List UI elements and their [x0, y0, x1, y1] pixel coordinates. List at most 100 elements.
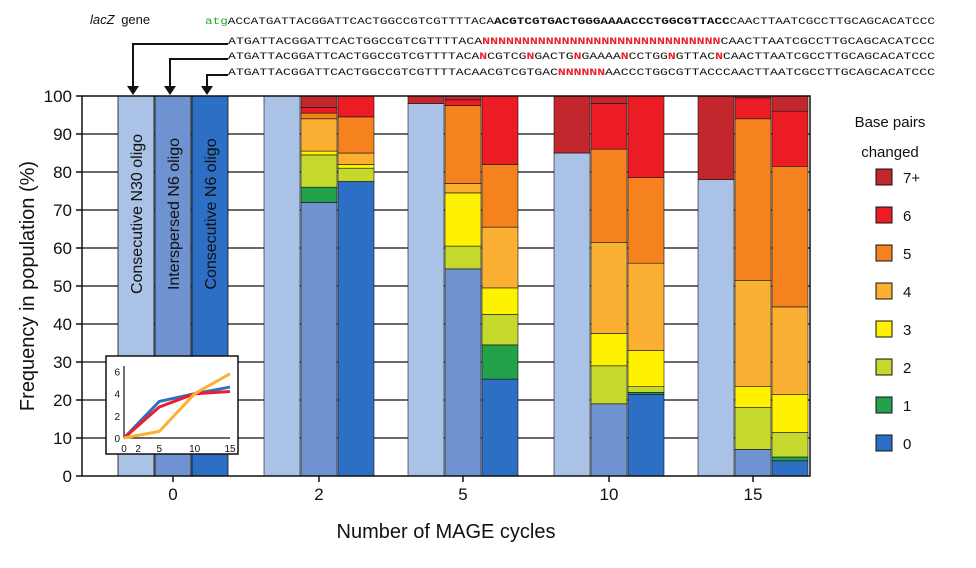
legend-swatch [875, 244, 893, 262]
sequence-segment: N [715, 52, 723, 63]
bar-segment-10-1-0 [590, 403, 628, 477]
oligo-labels: Consecutive N30 oligo Interspersed N6 oli… [129, 134, 220, 294]
y-tick-label: 40 [53, 315, 72, 334]
sequence-segment: CAACTTAATCGCCTTGCAGCACATCCC [723, 52, 935, 63]
inset-series-line-2 [123, 372, 231, 440]
svg-text:lacZ gene: lacZ gene [90, 12, 150, 27]
bar-segment-15-1-0 [734, 449, 772, 477]
gene-label: lacZ [90, 12, 116, 27]
bar-segment-2-2-4 [337, 152, 375, 165]
bar-segment-5-0-0 [407, 103, 445, 477]
bar-segment-10-0-0 [553, 152, 591, 477]
bar-segment-15-2-5 [771, 166, 809, 308]
sequence-segment: GACTG [534, 52, 573, 63]
sequence-segment: ATGATTACGGATTCACTGGCCGTCGTTTTACA [228, 37, 482, 48]
sequence-line: atg ACCATGATTACGGATTCACTGGCCGTCGTTTTACA AC… [205, 17, 935, 28]
sequence-segment: ATGATTACGGATTCACTGGCCGTCGTTTTACA [228, 52, 479, 63]
inset-x-tick-label: 5 [157, 444, 163, 455]
y-tick-label: 70 [53, 201, 72, 220]
legend-label: 5 [903, 246, 911, 263]
y-axis-label: Frequency in population (%) [17, 161, 39, 411]
legend-swatch [875, 434, 893, 452]
sequence-line: ATGATTACGGATTCACTGGCCGTCGTTTTACAACGTCGTG… [228, 68, 935, 79]
bar-segment-5-2-1 [481, 344, 519, 380]
bar-segment-15-0-0 [697, 179, 735, 477]
bar-segment-10-1-4 [590, 242, 628, 334]
sequence-segment: GAAAA [581, 52, 620, 63]
sequence-segment: ACCATGATTACGGATTCACTGGCCGTCGTTTTACA [228, 17, 494, 28]
bar-segment-2-1-2 [300, 154, 338, 188]
bar-segment-10-0-7+ [553, 95, 591, 154]
bar-segment-15-1-4 [734, 279, 772, 387]
inset-x-tick-label: 10 [189, 444, 201, 455]
inset-y-tick-label: 6 [114, 368, 120, 379]
oligo-label: Interspersed N6 oligo [166, 138, 183, 290]
sequence-line: ATGATTACGGATTCACTGGCCGTCGTTTTACA NNNNNNNN… [228, 37, 935, 48]
bar-segment-10-1-6 [590, 103, 628, 150]
x-tick-label: 15 [744, 485, 763, 504]
legend-label: 0 [903, 436, 911, 453]
bar-segment-5-1-3 [444, 192, 482, 247]
inset-x-tick-label: 2 [135, 444, 141, 455]
bar-segment-10-1-2 [590, 365, 628, 405]
sequence-line: ATGATTACGGATTCACTGGCCGTCGTTTTACA N CGTCG N G… [228, 52, 935, 63]
bar-segment-10-2-2 [627, 386, 665, 393]
legend-swatch [875, 396, 893, 414]
bar-segment-10-2-4 [627, 262, 665, 351]
oligo-label: Consecutive N6 oligo [203, 138, 220, 289]
bar-segment-10-2-5 [627, 177, 665, 264]
bar-segment-15-2-1 [771, 456, 809, 462]
legend-swatch [875, 320, 893, 338]
bar-segment-10-1-3 [590, 333, 628, 367]
bar-segment-5-1-2 [444, 245, 482, 270]
y-tick-label: 90 [53, 125, 72, 144]
y-tick-label: 100 [44, 87, 72, 106]
y-tick-label: 30 [53, 353, 72, 372]
bar-segment-10-2-0 [627, 393, 665, 477]
bar-segment-2-1-4 [300, 118, 338, 152]
bar-segment-15-1-6 [734, 97, 772, 120]
legend-label: 2 [903, 360, 911, 377]
y-tick-label: 80 [53, 163, 72, 182]
bar-segment-5-2-5 [481, 164, 519, 228]
bar-segment-15-2-0 [771, 460, 809, 477]
bar-segment-10-2-6 [627, 95, 665, 178]
bar-segment-10-1-5 [590, 148, 628, 243]
sequence-segment: NNNNNNNNNNNNNNNNNNNNNNNNNNNNNN [482, 37, 720, 48]
sequence-segment: atg [205, 17, 228, 28]
bar-segment-10-1-7+ [590, 95, 628, 104]
bar-segment-5-1-4 [444, 183, 482, 194]
sequence-segment: GTTAC [676, 52, 715, 63]
bar-segment-2-1-3 [300, 150, 338, 156]
inset-series-line-0 [122, 385, 231, 440]
inset-y-tick-label: 4 [114, 390, 120, 401]
sequence-segment: ATGATTACGGATTCACTGGCCGTCGTTTTACAACGTCGTG… [228, 68, 558, 79]
bar-segment-15-1-5 [734, 118, 772, 281]
x-tick-label: 2 [314, 485, 323, 504]
sequence-segment: NNNNNN [558, 68, 605, 79]
bar-segment-15-2-3 [771, 393, 809, 433]
bar-segment-2-2-6 [337, 95, 375, 118]
bar-segment-2-2-5 [337, 116, 375, 154]
bar-segment-2-1-5 [300, 112, 338, 120]
bar-segment-15-2-2 [771, 431, 809, 458]
bar-segment-2-1-7+ [300, 95, 338, 108]
bar-segment-5-2-2 [481, 314, 519, 346]
inset-x-tick-label: 15 [224, 444, 236, 455]
gene-suffix: gene [121, 12, 150, 27]
legend-label: 6 [903, 208, 911, 225]
x-axis: 0 2 5 10 15 [168, 476, 762, 504]
legend-title-line1: Base pairs [855, 114, 926, 131]
y-tick-label: 10 [53, 429, 72, 448]
legend: Base pairs changed 7+ 6 5 4 3 2 1 0 [855, 114, 926, 453]
bar-segment-2-1-6 [300, 107, 338, 114]
bar-segment-15-2-4 [771, 306, 809, 395]
bar-segment-10-2-3 [627, 350, 665, 388]
legend-swatch [875, 282, 893, 300]
oligo-label: Consecutive N30 oligo [129, 134, 146, 294]
sequence-segment: N [526, 52, 534, 63]
sequence-segment: N [621, 52, 629, 63]
sequence-segment: AACCCTGGCGTTACCCAACTTAATCGCCTTGCAGCACATC… [605, 68, 935, 79]
